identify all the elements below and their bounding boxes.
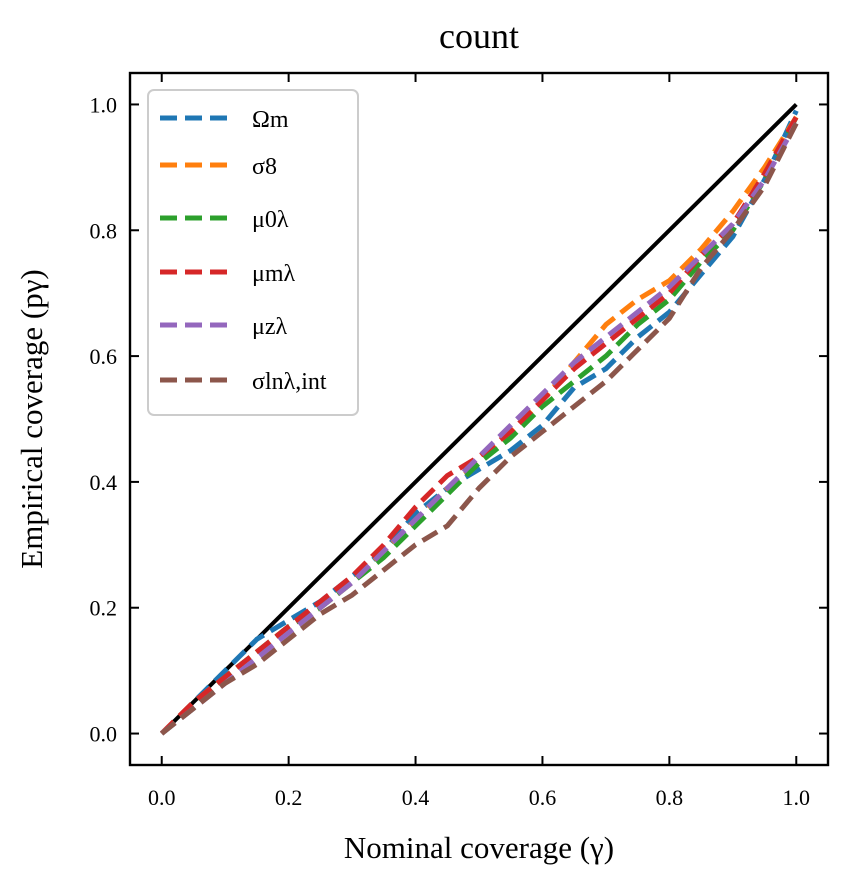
x-axis-label: Nominal coverage (γ) [344, 830, 614, 865]
legend-label-2: σ8 [252, 154, 277, 180]
y-tick-label: 0.8 [90, 218, 118, 243]
y-tick-label: 0.2 [90, 596, 118, 621]
series-line-6 [160, 122, 799, 736]
legend-label-6: σlnλ,int [252, 369, 327, 395]
plot-frame [128, 71, 830, 767]
x-tick-label: 0.8 [656, 785, 684, 810]
reference-line [160, 103, 798, 735]
legend-label-1: Ωm [252, 107, 289, 133]
x-tick-label: 1.0 [783, 785, 811, 810]
legend: Ωm σ8 μ0λ μmλ μzλ σlnλ,int [147, 89, 359, 416]
y-tick-label: 0.4 [90, 470, 118, 495]
x-tick-label: 0.2 [275, 785, 303, 810]
legend-label-3: μ0λ [252, 207, 289, 233]
legend-label-4: μmλ [252, 261, 296, 287]
series-line-1 [159, 109, 799, 736]
y-tick-label: 1.0 [90, 92, 118, 117]
x-tick-label: 0.0 [148, 785, 176, 810]
x-tick-label: 0.4 [402, 785, 430, 810]
x-tick-label: 0.6 [529, 785, 557, 810]
y-tick-label: 0.6 [90, 344, 118, 369]
y-tick-label: 0.0 [90, 722, 118, 747]
legend-label-5: μzλ [252, 314, 288, 340]
chart-title: count [439, 16, 519, 56]
series-line-5 [160, 122, 799, 736]
legend-box [147, 89, 359, 416]
y-axis-label: Empirical coverage (pγ) [14, 269, 49, 568]
